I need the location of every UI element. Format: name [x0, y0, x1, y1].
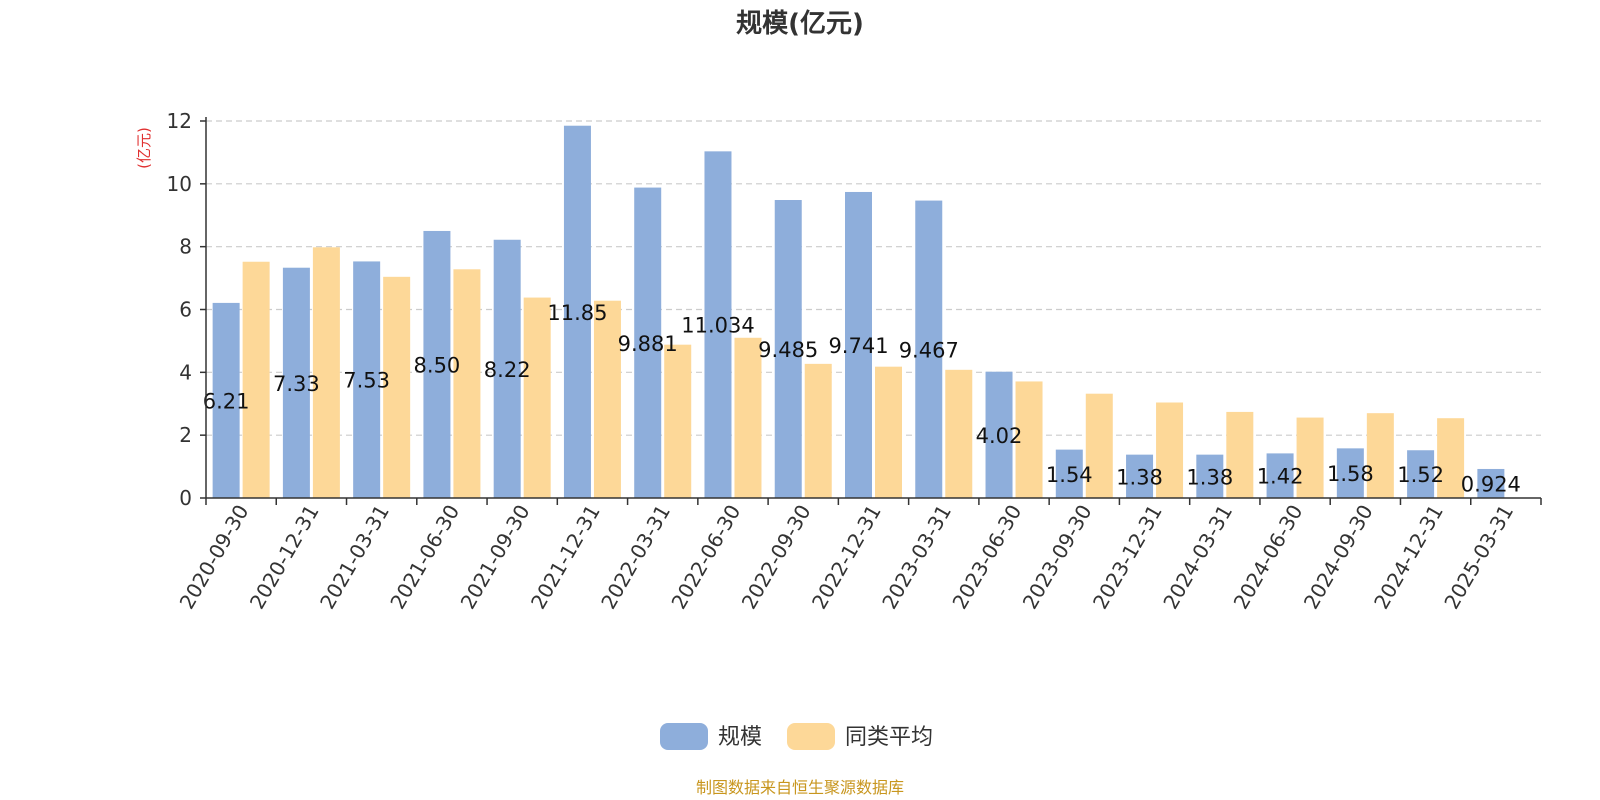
y-tick-label: 6	[179, 298, 192, 322]
data-label: 1.52	[1397, 463, 1444, 487]
data-label: 1.42	[1257, 465, 1304, 489]
data-label: 7.53	[343, 369, 390, 393]
bar-peer-average	[804, 363, 832, 498]
bar-peer-average	[312, 247, 340, 498]
bar-peer-average	[453, 269, 481, 498]
bar-peer-average	[1366, 413, 1394, 498]
bar-peer-average	[1226, 411, 1254, 498]
bar-scale	[353, 261, 381, 498]
bar-peer-average	[1156, 402, 1184, 498]
bar-scale	[1336, 448, 1364, 498]
bars	[212, 125, 1505, 499]
data-label: 9.467	[899, 338, 959, 362]
y-axis-unit-label: (亿元)	[135, 127, 153, 169]
data-label: 1.38	[1116, 465, 1163, 489]
bar-scale	[282, 267, 310, 498]
data-label: 1.38	[1186, 465, 1233, 489]
data-label: 4.02	[976, 424, 1023, 448]
data-labels: 6.21 7.33 7.53 8.50 8.22 11.85 9.88111.0349.48…	[203, 301, 1521, 497]
data-label: 6.21	[203, 389, 250, 413]
bar-peer-average	[242, 261, 270, 498]
x-tick-label: 2024-12-31	[1369, 501, 1448, 614]
bar-peer-average	[383, 276, 411, 498]
x-tick-label: 2023-09-30	[1018, 501, 1097, 614]
bar-scale	[845, 191, 872, 498]
y-tick-label: 2	[179, 423, 192, 447]
data-label: 1.58	[1327, 462, 1374, 486]
bar-peer-average	[1437, 418, 1465, 498]
bar-scale	[634, 187, 662, 499]
y-tick-label: 10	[167, 172, 192, 196]
legend-item-scale[interactable]: 规模	[660, 723, 762, 750]
data-label: 0.924	[1461, 472, 1521, 496]
data-label: 7.33	[273, 372, 320, 396]
bar-scale	[1055, 449, 1083, 498]
y-tick-label: 12	[167, 109, 192, 133]
data-label: 11.85	[547, 301, 607, 325]
x-tick-label: 2022-03-31	[596, 501, 675, 614]
data-label: 8.50	[414, 353, 461, 377]
legend-label: 同类平均	[845, 725, 933, 750]
bar-scale	[1126, 454, 1154, 498]
legend-label: 规模	[718, 725, 762, 750]
legend[interactable]: 规模 同类平均	[660, 723, 933, 750]
x-tick-label: 2020-09-30	[175, 501, 254, 614]
x-tick-label: 2023-03-31	[877, 501, 956, 614]
bar-peer-average	[1296, 417, 1324, 498]
y-tick-label: 0	[179, 486, 192, 510]
bar-peer-average	[945, 369, 973, 498]
data-label: 1.54	[1046, 463, 1093, 487]
data-label: 9.881	[618, 332, 678, 356]
bar-scale	[423, 230, 451, 499]
data-label: 9.741	[828, 334, 888, 358]
bar-scale	[1477, 468, 1505, 498]
x-tick-label: 2023-06-30	[947, 501, 1026, 614]
bar-peer-average	[1015, 381, 1043, 498]
source-note: 制图数据来自恒生聚源数据库	[696, 778, 904, 797]
bar-scale	[1407, 450, 1435, 498]
bar-scale	[1266, 453, 1294, 498]
x-tick-label: 2023-12-31	[1088, 501, 1167, 614]
chart-title: 规模(亿元)	[736, 9, 864, 39]
bar-scale	[212, 302, 240, 498]
bar-scale	[704, 151, 732, 498]
bar-peer-average	[664, 344, 692, 498]
x-tick-label: 2022-12-31	[807, 501, 886, 614]
bar-peer-average	[1085, 393, 1113, 498]
bar-peer-average	[734, 337, 762, 498]
x-tick-label: 2020-12-31	[245, 501, 324, 614]
bar-peer-average	[523, 297, 551, 498]
x-tick-label: 2025-03-31	[1439, 501, 1518, 614]
bar-scale	[493, 239, 521, 498]
x-tick-label: 2024-09-30	[1299, 501, 1378, 614]
y-tick-label: 4	[179, 360, 192, 384]
data-label: 9.485	[758, 338, 818, 362]
x-tick-label: 2021-09-30	[456, 501, 535, 614]
legend-item-peer-average[interactable]: 同类平均	[787, 723, 933, 750]
data-label: 8.22	[484, 358, 531, 382]
legend-swatch	[660, 723, 708, 750]
x-tick-label: 2021-03-31	[315, 501, 394, 614]
bar-scale	[915, 200, 943, 498]
bar-peer-average	[593, 300, 621, 498]
bar-scale	[1196, 454, 1224, 498]
bar-scale	[563, 125, 591, 499]
bar-peer-average	[875, 366, 902, 498]
bar-scale	[774, 200, 802, 498]
x-tick-label: 2024-06-30	[1229, 501, 1308, 614]
bar-scale	[985, 371, 1013, 498]
x-tick-label: 2021-12-31	[526, 501, 605, 614]
x-tick-label: 2024-03-31	[1158, 501, 1237, 614]
x-tick-label: 2022-09-30	[737, 501, 816, 614]
legend-swatch	[787, 723, 835, 750]
x-tick-label: 2022-06-30	[666, 501, 745, 614]
x-tick-label: 2021-06-30	[385, 500, 464, 613]
data-label: 11.034	[681, 314, 754, 338]
y-tick-label: 8	[179, 235, 192, 259]
